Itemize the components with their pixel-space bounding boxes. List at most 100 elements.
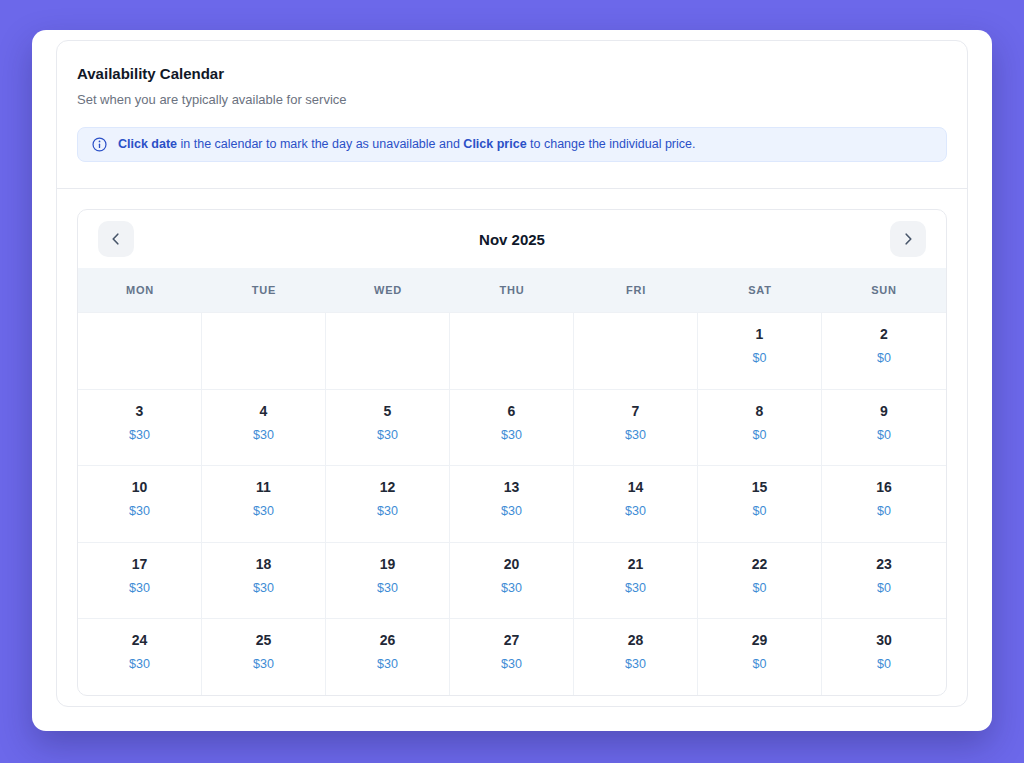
day-number[interactable]: 22 [698, 556, 821, 572]
day-price[interactable]: $30 [202, 504, 325, 518]
day-number[interactable]: 25 [202, 632, 325, 648]
day-number[interactable]: 4 [202, 403, 325, 419]
day-price[interactable]: $30 [326, 428, 449, 442]
day-number[interactable]: 19 [326, 556, 449, 572]
day-number[interactable]: 8 [698, 403, 821, 419]
calendar-day-cell[interactable]: 20 $30 [450, 542, 574, 619]
day-number[interactable]: 6 [450, 403, 573, 419]
day-price[interactable]: $30 [78, 581, 201, 595]
info-icon [92, 137, 107, 152]
day-price[interactable]: $30 [78, 657, 201, 671]
day-number[interactable]: 30 [822, 632, 946, 648]
calendar-day-cell[interactable]: 19 $30 [326, 542, 450, 619]
day-number[interactable]: 10 [78, 479, 201, 495]
day-number[interactable]: 1 [698, 326, 821, 342]
day-price[interactable]: $0 [822, 351, 946, 365]
day-number[interactable]: 27 [450, 632, 573, 648]
weekday-label-tue: TUE [202, 284, 326, 296]
day-number[interactable]: 9 [822, 403, 946, 419]
day-price[interactable]: $0 [822, 657, 946, 671]
next-month-button[interactable] [890, 221, 926, 257]
calendar-day-cell[interactable]: 30 $0 [822, 618, 946, 695]
calendar-day-cell[interactable]: 6 $30 [450, 389, 574, 466]
calendar-day-cell[interactable]: 3 $30 [78, 389, 202, 466]
day-price[interactable]: $0 [698, 504, 821, 518]
calendar-day-cell[interactable]: 11 $30 [202, 465, 326, 542]
day-number[interactable]: 3 [78, 403, 201, 419]
day-price[interactable]: $30 [450, 504, 573, 518]
day-number[interactable]: 18 [202, 556, 325, 572]
day-number[interactable]: 12 [326, 479, 449, 495]
day-number[interactable]: 15 [698, 479, 821, 495]
day-price[interactable]: $0 [822, 581, 946, 595]
calendar-day-cell[interactable]: 9 $0 [822, 389, 946, 466]
day-number[interactable]: 5 [326, 403, 449, 419]
calendar-day-cell[interactable]: 16 $0 [822, 465, 946, 542]
day-number[interactable]: 20 [450, 556, 573, 572]
calendar-header: Nov 2025 [78, 210, 946, 268]
banner-text: in the calendar to mark the day as unava… [177, 137, 463, 151]
day-price[interactable]: $30 [450, 657, 573, 671]
prev-month-button[interactable] [98, 221, 134, 257]
day-price[interactable]: $30 [450, 581, 573, 595]
day-number[interactable]: 17 [78, 556, 201, 572]
calendar-empty-cell [326, 312, 450, 389]
day-number[interactable]: 24 [78, 632, 201, 648]
calendar-day-cell[interactable]: 10 $30 [78, 465, 202, 542]
day-number[interactable]: 23 [822, 556, 946, 572]
day-price[interactable]: $30 [202, 581, 325, 595]
day-price[interactable]: $30 [326, 581, 449, 595]
calendar-day-cell[interactable]: 14 $30 [574, 465, 698, 542]
day-price[interactable]: $30 [574, 581, 697, 595]
day-number[interactable]: 7 [574, 403, 697, 419]
calendar-day-cell[interactable]: 23 $0 [822, 542, 946, 619]
weekday-label-fri: FRI [574, 284, 698, 296]
calendar-day-cell[interactable]: 18 $30 [202, 542, 326, 619]
day-price[interactable]: $0 [822, 428, 946, 442]
day-number[interactable]: 28 [574, 632, 697, 648]
day-price[interactable]: $30 [574, 428, 697, 442]
calendar-day-cell[interactable]: 24 $30 [78, 618, 202, 695]
day-number[interactable]: 21 [574, 556, 697, 572]
day-price[interactable]: $30 [326, 504, 449, 518]
calendar-day-cell[interactable]: 8 $0 [698, 389, 822, 466]
day-price[interactable]: $0 [698, 351, 821, 365]
day-number[interactable]: 26 [326, 632, 449, 648]
day-number[interactable]: 29 [698, 632, 821, 648]
calendar-day-cell[interactable]: 26 $30 [326, 618, 450, 695]
calendar-day-cell[interactable]: 22 $0 [698, 542, 822, 619]
calendar-day-cell[interactable]: 21 $30 [574, 542, 698, 619]
calendar-day-cell[interactable]: 25 $30 [202, 618, 326, 695]
calendar-day-cell[interactable]: 2 $0 [822, 312, 946, 389]
day-price[interactable]: $0 [698, 657, 821, 671]
day-price[interactable]: $30 [78, 504, 201, 518]
banner-emphasis: Click price [463, 137, 526, 151]
day-number[interactable]: 13 [450, 479, 573, 495]
day-price[interactable]: $0 [698, 581, 821, 595]
day-price[interactable]: $30 [78, 428, 201, 442]
day-price[interactable]: $30 [202, 428, 325, 442]
calendar-day-cell[interactable]: 17 $30 [78, 542, 202, 619]
calendar-day-cell[interactable]: 4 $30 [202, 389, 326, 466]
day-price[interactable]: $0 [822, 504, 946, 518]
calendar-day-cell[interactable]: 12 $30 [326, 465, 450, 542]
day-number[interactable]: 2 [822, 326, 946, 342]
calendar-day-cell[interactable]: 7 $30 [574, 389, 698, 466]
day-number[interactable]: 11 [202, 479, 325, 495]
calendar-day-cell[interactable]: 29 $0 [698, 618, 822, 695]
day-price[interactable]: $30 [574, 504, 697, 518]
day-price[interactable]: $30 [326, 657, 449, 671]
day-price[interactable]: $30 [574, 657, 697, 671]
calendar-day-cell[interactable]: 15 $0 [698, 465, 822, 542]
calendar-empty-cell [202, 312, 326, 389]
day-price[interactable]: $30 [202, 657, 325, 671]
day-number[interactable]: 16 [822, 479, 946, 495]
calendar-day-cell[interactable]: 1 $0 [698, 312, 822, 389]
calendar-day-cell[interactable]: 28 $30 [574, 618, 698, 695]
calendar-day-cell[interactable]: 13 $30 [450, 465, 574, 542]
day-price[interactable]: $0 [698, 428, 821, 442]
calendar-day-cell[interactable]: 27 $30 [450, 618, 574, 695]
day-price[interactable]: $30 [450, 428, 573, 442]
day-number[interactable]: 14 [574, 479, 697, 495]
calendar-day-cell[interactable]: 5 $30 [326, 389, 450, 466]
